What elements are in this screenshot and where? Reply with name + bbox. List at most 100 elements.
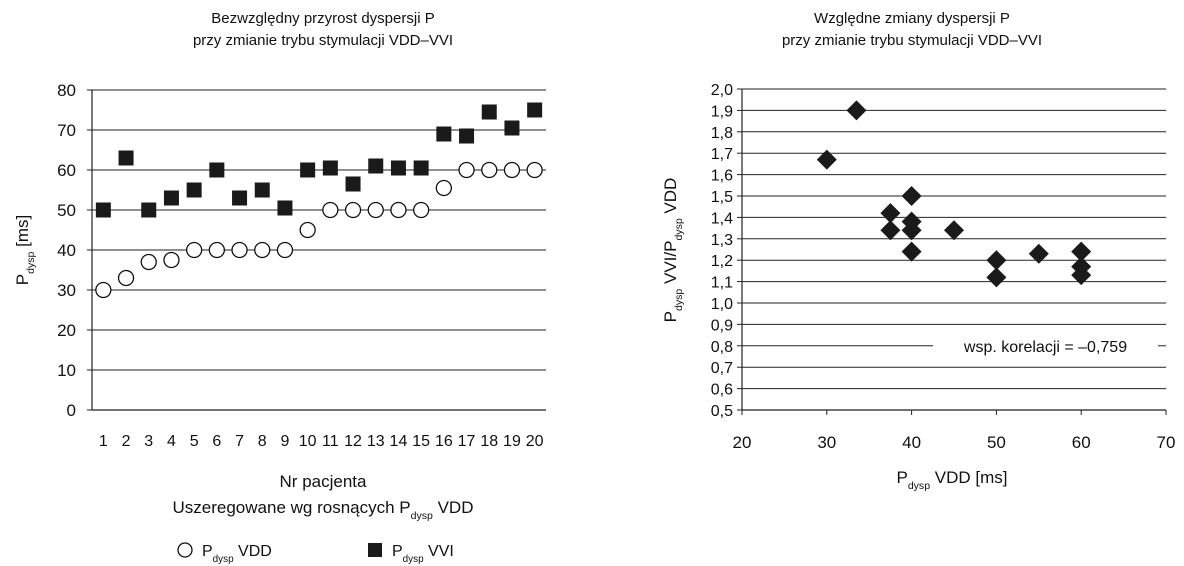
left-x-tick-label: 20 [526, 433, 544, 450]
right-y-tick-label: 1,2 [711, 253, 733, 270]
right-y-tick-label: 1,8 [711, 125, 733, 142]
right-x-tick-label: 50 [987, 433, 1006, 452]
left-x-tick-label: 17 [458, 433, 476, 450]
vvi-point [345, 176, 361, 192]
right-y-tick-label: 1,6 [711, 168, 733, 185]
left-x-tick-label: 12 [344, 433, 362, 450]
vvi-point [390, 160, 406, 176]
vvi-point [95, 202, 111, 218]
left-chart-title-line-2: przy zmianie trybu stymulacji VDD–VVI [193, 32, 453, 49]
vvi-point [232, 190, 248, 206]
vdd-point [367, 201, 384, 219]
right-x-tick-label: 30 [817, 433, 836, 452]
legend-vvi-label: Pdysp VVI [392, 543, 454, 565]
left-y-tick-label: 10 [57, 361, 76, 380]
right-y-tick-label: 0,9 [711, 317, 733, 334]
left-x-axis-label-line-2: Uszeregowane wg rosnących Pdysp VDD [173, 498, 474, 522]
vdd-point [412, 201, 430, 219]
vdd-point [481, 161, 498, 179]
right-y-axis-label: Pdysp VVI/Pdysp VDD [661, 178, 685, 323]
vdd-point [117, 269, 135, 287]
left-x-tick-label: 15 [412, 433, 430, 450]
vdd-point [503, 161, 521, 179]
ratio-point [944, 220, 964, 241]
right-y-tick-label: 0,6 [711, 382, 733, 399]
vdd-point [526, 161, 543, 179]
left-y-tick-label: 40 [57, 241, 76, 260]
left-x-axis-label-line-1: Nr pacjenta [280, 472, 367, 491]
left-x-tick-label: 7 [235, 433, 244, 450]
vdd-point [95, 281, 112, 299]
left-x-tick-label: 11 [322, 433, 339, 450]
vvi-point [186, 182, 202, 198]
left-x-tick-label: 5 [190, 433, 199, 450]
ratio-point [880, 203, 901, 224]
right-x-tick-label: 70 [1157, 433, 1176, 452]
legend-vdd-marker [177, 542, 193, 558]
right-y-tick-label: 0,7 [711, 360, 733, 377]
left-x-tick-label: 3 [144, 433, 153, 450]
ratio-point [901, 220, 922, 241]
left-x-tick-label: 10 [299, 433, 317, 450]
right-y-tick-label: 1,9 [711, 103, 733, 120]
vdd-point [390, 201, 407, 219]
vdd-point [254, 241, 271, 259]
vvi-point [459, 128, 475, 144]
ratio-point [880, 220, 901, 241]
ratio-point [986, 250, 1007, 271]
right-y-tick-label: 1,5 [711, 189, 733, 206]
right-y-tick-label: 1,7 [711, 146, 733, 163]
vdd-point [208, 241, 226, 259]
right-x-axis-label: Pdysp VDD [ms] [896, 468, 1007, 492]
legend-vdd-label: Pdysp VDD [202, 543, 272, 565]
vvi-point [504, 120, 520, 136]
right-y-tick-label: 0,8 [711, 339, 733, 356]
vdd-point [231, 241, 248, 259]
left-chart: Bezwzględny przyrost dyspersji P przy zmi… [13, 10, 546, 565]
left-x-tick-label: 19 [503, 433, 521, 450]
right-chart: Względne zmiany dyspersji P przy zmianie … [661, 10, 1175, 492]
vvi-point [300, 162, 316, 178]
vdd-point [299, 221, 316, 239]
left-chart-title-line-1: Bezwzględny przyrost dyspersji P [211, 10, 434, 27]
ratio-point [901, 186, 922, 206]
left-x-tick-label: 18 [480, 433, 498, 450]
legend-vvi-marker [368, 543, 382, 557]
left-y-tick-label: 0 [67, 401, 76, 420]
vdd-point [185, 241, 203, 259]
left-x-tick-label: 16 [435, 433, 453, 450]
vvi-point [368, 158, 384, 174]
vvi-point [209, 162, 225, 178]
right-y-tick-label: 1,3 [711, 232, 733, 249]
right-x-tick-label: 40 [902, 433, 921, 452]
right-y-tick-label: 1,1 [711, 275, 733, 292]
right-chart-title-line-1: Względne zmiany dyspersji P [814, 10, 1010, 27]
vdd-point [163, 251, 180, 269]
vdd-point [458, 161, 475, 179]
left-x-tick-label: 13 [367, 433, 385, 450]
correlation-annotation: wsp. korelacji = –0,759 [963, 339, 1127, 356]
right-chart-title-line-2: przy zmianie trybu stymulacji VDD–VVI [782, 32, 1042, 49]
left-x-tick-label: 2 [122, 433, 131, 450]
left-y-tick-label: 30 [57, 281, 76, 300]
vvi-point [481, 104, 497, 120]
left-x-tick-label: 6 [212, 433, 221, 450]
vdd-point [435, 179, 453, 197]
vvi-point [436, 126, 452, 142]
right-x-tick-label: 60 [1072, 433, 1091, 452]
left-x-tick-label: 1 [99, 433, 108, 450]
right-y-tick-label: 2,0 [711, 82, 733, 99]
vvi-point [163, 190, 179, 206]
vvi-point [118, 150, 134, 166]
left-y-axis-label: Pdysp [ms] [13, 215, 37, 285]
left-x-tick-label: 4 [167, 433, 176, 450]
ratio-point [1071, 241, 1092, 262]
ratio-point [846, 100, 867, 121]
left-x-tick-label: 14 [390, 433, 408, 450]
left-legend: Pdysp VDD Pdysp VVI [177, 542, 454, 565]
vvi-point [277, 200, 293, 216]
ratio-point [901, 241, 922, 262]
ratio-point [1028, 243, 1049, 264]
